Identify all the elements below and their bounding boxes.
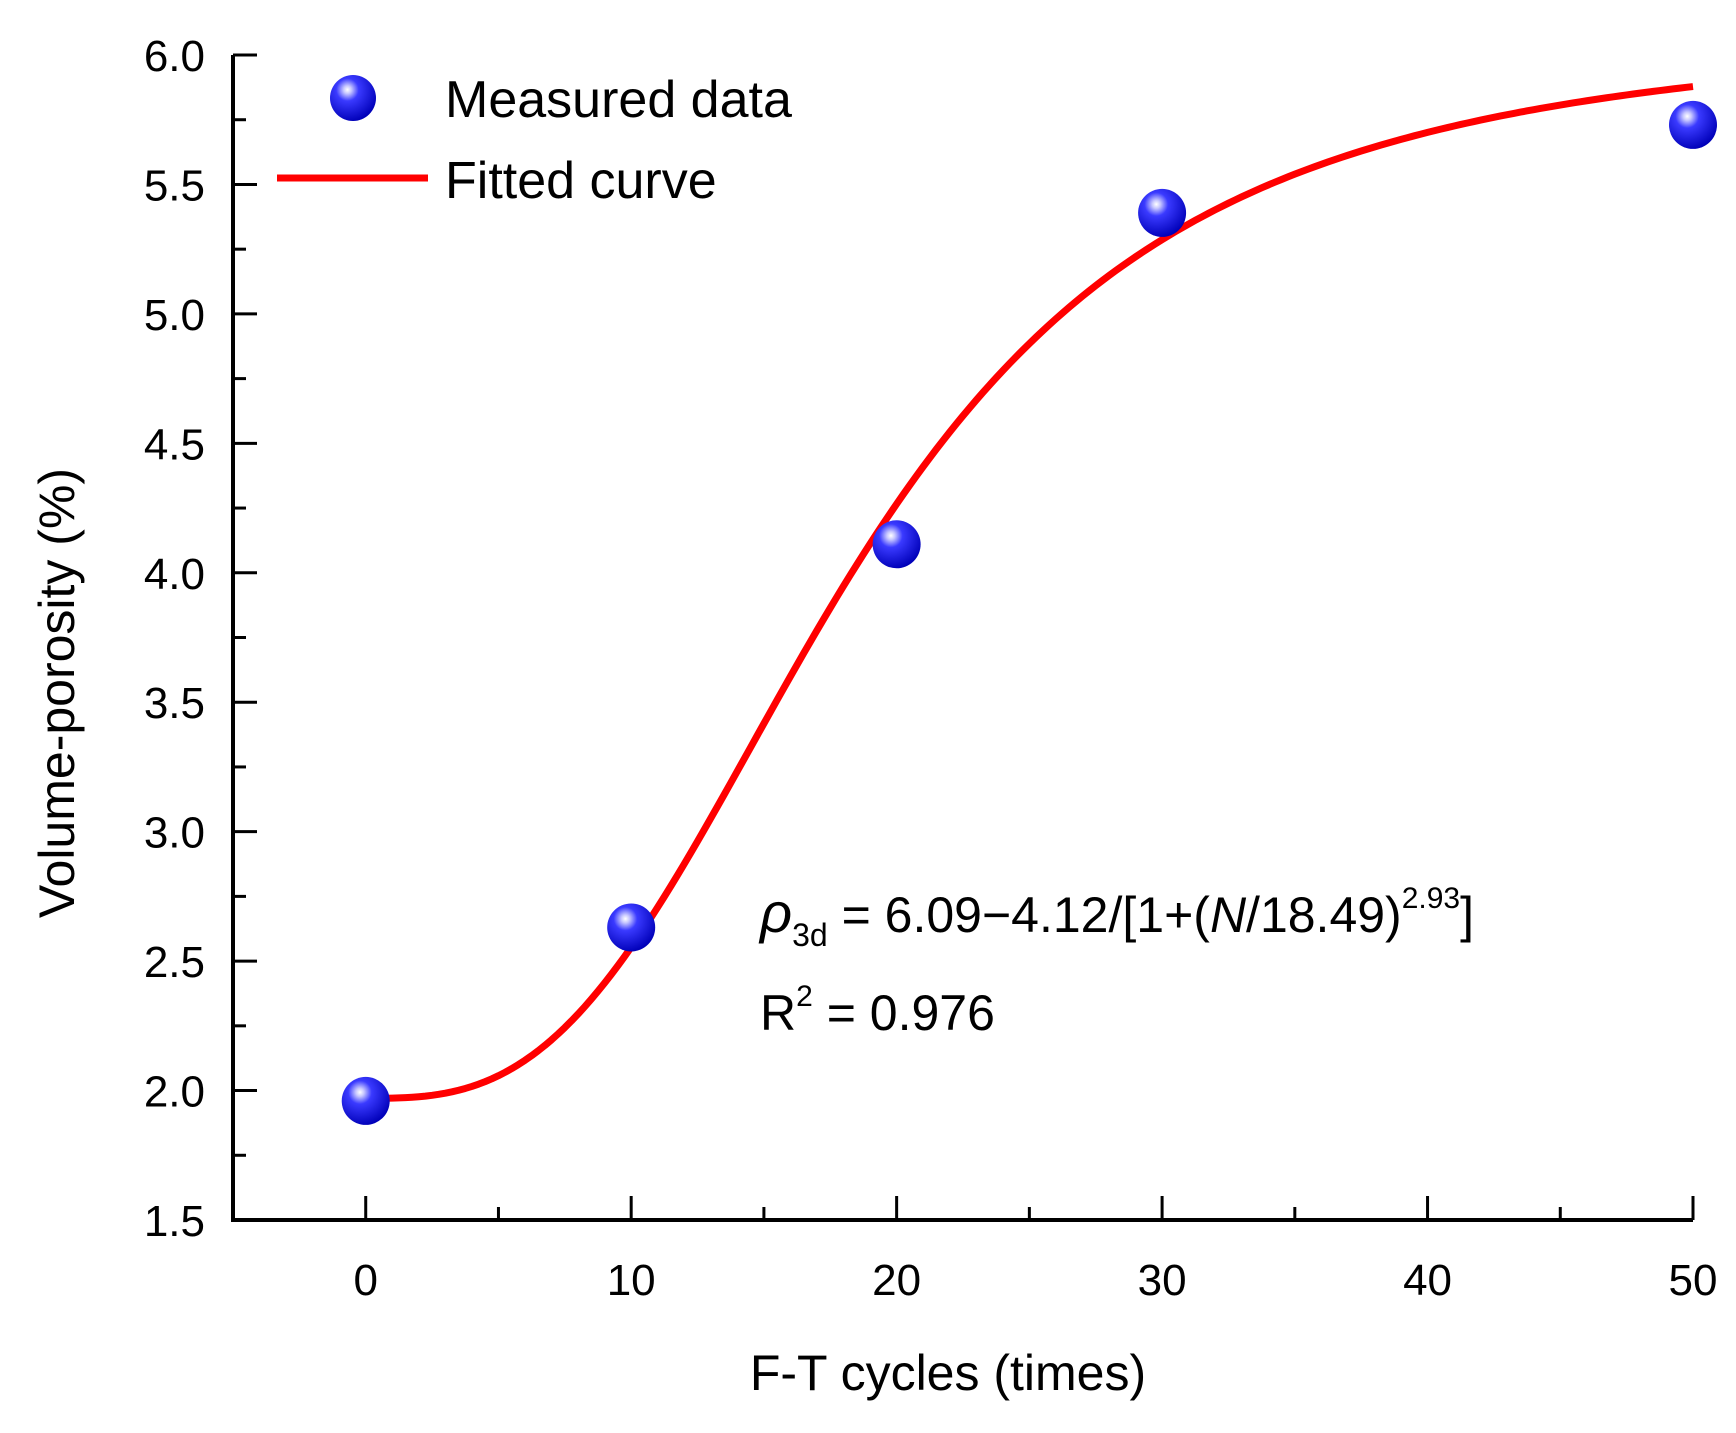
x-tick-label: 20 <box>872 1256 921 1305</box>
y-tick-label: 6.0 <box>144 32 205 81</box>
r-squared: R2 = 0.976 <box>760 980 995 1041</box>
x-tick-label: 10 <box>607 1256 656 1305</box>
y-tick-label: 1.5 <box>144 1197 205 1246</box>
data-point <box>341 1076 390 1125</box>
legend-label-measured: Measured data <box>445 71 792 129</box>
equation-close: ] <box>1460 887 1474 943</box>
equation-exponent: 2.93 <box>1402 882 1460 915</box>
legend-marker-measured <box>330 75 376 121</box>
y-tick-label: 4.0 <box>144 550 205 599</box>
y-axis-ticks: 1.5 2.0 2.5 3.0 3.5 4.0 4.5 5.0 5.5 6.0 <box>144 32 257 1246</box>
x-tick-label: 40 <box>1403 1256 1452 1305</box>
x-axis-ticks: 0 10 20 30 40 50 <box>353 1196 1717 1305</box>
y-tick-label: 5.5 <box>144 161 205 210</box>
r-squared-superscript: 2 <box>796 980 813 1013</box>
data-point <box>872 520 921 569</box>
x-tick-label: 30 <box>1138 1256 1187 1305</box>
fitted-curve-series <box>365 83 1694 1102</box>
data-point <box>1138 188 1187 237</box>
legend-label-fitted: Fitted curve <box>445 152 717 210</box>
equation-symbol-subscript: 3d <box>792 917 828 953</box>
data-point <box>1669 100 1717 149</box>
y-axis-title: Volume-porosity (%) <box>29 468 85 918</box>
y-tick-label: 3.0 <box>144 809 205 858</box>
fitted-curve-line <box>365 83 1694 1102</box>
r-squared-value: = 0.976 <box>813 985 995 1041</box>
y-tick-label: 2.5 <box>144 938 205 987</box>
x-tick-label: 0 <box>353 1256 377 1305</box>
fit-equation: ρ3d = 6.09−4.12/[1+(N/18.49)2.93] <box>758 881 1474 953</box>
legend: Measured data Fitted curve <box>277 71 792 210</box>
y-tick-label: 3.5 <box>144 679 205 728</box>
x-axis-title: F-T cycles (times) <box>750 1345 1146 1401</box>
equation-part1: = 6.09−4.12/[1+( <box>828 887 1211 943</box>
r-squared-base: R <box>760 985 796 1041</box>
data-point <box>607 903 656 952</box>
plot-frame <box>231 55 1693 1222</box>
x-tick-label: 50 <box>1669 1256 1718 1305</box>
y-tick-label: 4.5 <box>144 420 205 469</box>
equation-symbol: ρ <box>758 881 792 944</box>
equation-part2: /18.49) <box>1246 887 1402 943</box>
equation-variable: N <box>1210 887 1247 943</box>
y-tick-label: 2.0 <box>144 1068 205 1117</box>
measured-data-series <box>341 100 1717 1125</box>
y-tick-label: 5.0 <box>144 291 205 340</box>
